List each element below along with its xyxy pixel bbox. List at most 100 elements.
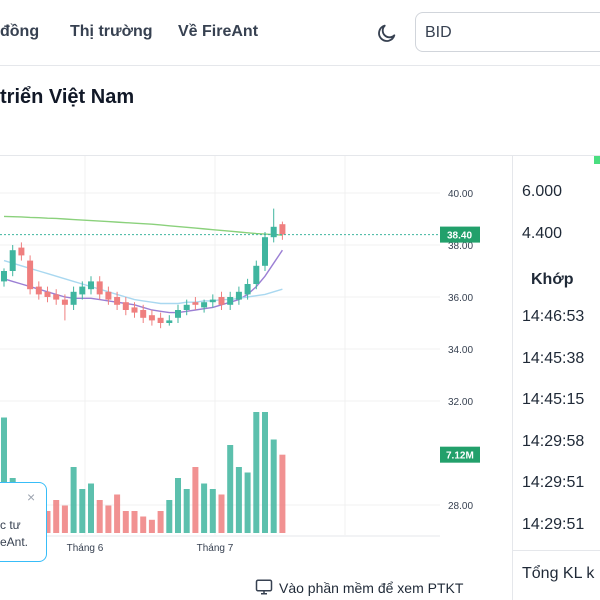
candle-body [131,307,138,313]
candle-body [44,291,51,297]
trade-time: 14:45:15 [522,391,585,409]
price-chart: 40.00 38.00 36.00 34.00 32.00 28.00 38.40 7.12M… [0,156,480,554]
panel-footer: Tổng KL k [522,565,595,582]
volume-bar [105,505,112,533]
volume-bar [244,472,251,533]
candle-body [70,291,77,305]
candle-body [18,247,25,256]
candle-body [53,294,60,300]
y-tick-label: 38.00 [448,241,473,252]
nav-link[interactable]: đồng [0,23,40,40]
volume-bar [227,445,234,533]
volume-bar [235,467,242,533]
volume-bar [131,511,138,533]
volume-bar [209,489,216,533]
volume-bar [218,494,225,533]
candle-body [35,286,42,295]
trade-time: 14:29:58 [522,432,585,450]
candle-body [218,297,225,305]
candle-body [105,291,112,300]
x-tick-label: Tháng 6 [67,543,104,554]
panel-header: Khớp [531,271,574,288]
volume-bar [201,483,208,533]
price: 6.000 [522,183,563,200]
divider [0,65,600,66]
price-label: 38.40 [447,231,472,242]
y-tick-label: 36.00 [448,293,473,304]
divider [512,550,600,551]
candle-body [157,317,164,323]
x-tick-label: Tháng 7 [197,543,234,554]
volume-bar [148,519,155,533]
nav-link[interactable]: Thị trường [70,23,153,40]
trade-time: 14:45:38 [522,349,585,367]
trade-time: 14:29:51 [522,474,585,492]
volume-bar [61,505,68,533]
volume-bar [122,511,129,533]
divider [512,156,513,600]
popup-text: c tư [0,518,21,532]
moving-average [3,215,283,236]
volume-bar [192,467,199,533]
volume-bar [70,467,77,533]
candle-body [114,297,121,305]
search-box[interactable] [415,12,600,52]
candle-body [27,260,34,290]
candle-body [61,299,68,305]
indicator [594,156,600,164]
volume-bar [270,439,277,533]
volume-bar [96,500,103,533]
candle-body [279,224,286,235]
candle-body [79,286,86,295]
popup-close[interactable]: × [27,489,36,505]
volume-badge [440,446,480,463]
volume-bar [140,516,147,533]
volume-label: 7.12M [446,451,474,462]
candle-body [201,302,208,308]
nav-link[interactable]: Về FireAnt [178,23,259,40]
candle-body [270,226,277,238]
divider [0,155,600,156]
candle-body [262,237,268,266]
volume-bar [166,500,173,533]
page-title: triển Việt Nam [0,86,135,108]
candle-body [9,250,16,271]
ptkt-link[interactable]: Vào phần mềm để xem PTKT [279,580,464,596]
candle-body [244,284,251,295]
candle-body [227,297,234,305]
volume-bar [88,483,94,533]
y-tick-label: 34.00 [448,345,473,356]
trade-time: 14:46:53 [522,308,585,325]
volume-bar [175,478,181,533]
volume-bar [262,412,268,533]
y-tick-label: 28.00 [448,501,473,512]
volume-bar [114,494,121,533]
candle-body [96,281,103,295]
candle-body [1,271,7,282]
candle-body [122,302,129,310]
volume-bar [53,500,60,533]
candle-body [253,265,260,284]
candle-body [88,281,94,290]
volume-bar [183,489,190,533]
y-tick-label: 32.00 [448,397,473,408]
candle-body [166,320,173,323]
volume-bar [279,454,286,533]
popup-text: eAnt. [0,535,29,549]
volume-bar [79,489,86,533]
candle-body [183,304,190,310]
monitor-icon[interactable] [255,578,273,596]
candle-body [235,291,242,300]
y-tick-label: 40.00 [448,189,473,200]
theme-toggle[interactable] [376,22,398,44]
search-text[interactable]: BID [425,24,452,41]
trade-time: 14:29:51 [522,516,585,533]
candle-body [140,310,147,318]
price: 4.400 [522,225,563,242]
moving-average [3,249,283,314]
candle-body [192,302,199,305]
popup [0,482,47,562]
candle-body [175,310,181,318]
price-badge [440,226,480,243]
